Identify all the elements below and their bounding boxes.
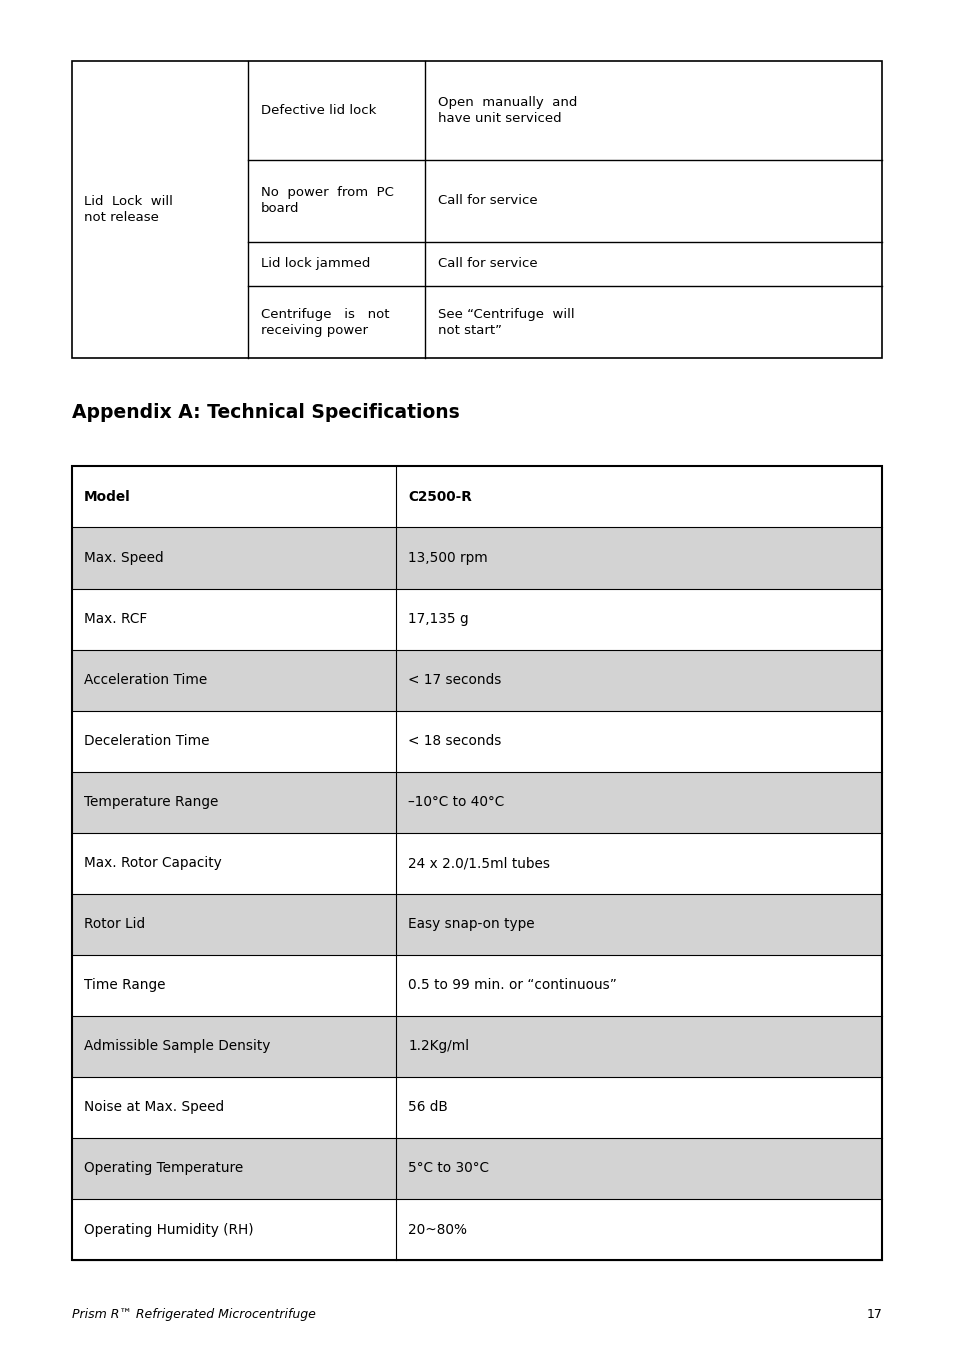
Text: 20~80%: 20~80% [408, 1222, 467, 1237]
Text: Acceleration Time: Acceleration Time [84, 673, 207, 687]
Text: Call for service: Call for service [437, 195, 537, 207]
Text: Centrifuge   is   not: Centrifuge is not [260, 307, 389, 320]
Bar [71, 1199, 882, 1260]
Bar [71, 1138, 882, 1199]
Text: Open  manually  and: Open manually and [437, 96, 577, 108]
Text: C2500-R: C2500-R [408, 489, 472, 504]
Text: Max. RCF: Max. RCF [84, 612, 147, 626]
Bar [71, 1015, 882, 1078]
Text: Defective lid lock: Defective lid lock [260, 104, 375, 116]
Text: Operating Temperature: Operating Temperature [84, 1161, 243, 1175]
Text: 1.2Kg/ml: 1.2Kg/ml [408, 1040, 469, 1053]
Text: 24 x 2.0/1.5ml tubes: 24 x 2.0/1.5ml tubes [408, 856, 550, 871]
Text: receiving power: receiving power [260, 323, 367, 337]
Text: 0.5 to 99 min. or “continuous”: 0.5 to 99 min. or “continuous” [408, 979, 617, 992]
Text: board: board [260, 203, 299, 215]
Text: 17: 17 [865, 1307, 882, 1321]
Text: 56 dB: 56 dB [408, 1101, 448, 1114]
Bar [71, 649, 882, 711]
Text: Deceleration Time: Deceleration Time [84, 734, 210, 748]
Bar [71, 955, 882, 1015]
Text: See “Centrifuge  will: See “Centrifuge will [437, 307, 574, 320]
Bar [71, 527, 882, 588]
Text: Max. Speed: Max. Speed [84, 552, 163, 565]
Text: No  power  from  PC: No power from PC [260, 187, 394, 199]
Bar [71, 894, 882, 955]
Text: Prism R™ Refrigerated Microcentrifuge: Prism R™ Refrigerated Microcentrifuge [71, 1307, 315, 1321]
Text: 17,135 g: 17,135 g [408, 612, 469, 626]
Text: Appendix A: Technical Specifications: Appendix A: Technical Specifications [71, 403, 458, 422]
Text: Lid  Lock  will: Lid Lock will [84, 195, 172, 208]
Text: Operating Humidity (RH): Operating Humidity (RH) [84, 1222, 253, 1237]
Text: Easy snap-on type: Easy snap-on type [408, 917, 535, 932]
Bar [71, 61, 882, 358]
Text: Lid lock jammed: Lid lock jammed [260, 257, 370, 270]
Text: Temperature Range: Temperature Range [84, 795, 218, 810]
Text: –10°C to 40°C: –10°C to 40°C [408, 795, 504, 810]
Bar [71, 1078, 882, 1138]
Bar [71, 833, 882, 894]
Text: 5°C to 30°C: 5°C to 30°C [408, 1161, 489, 1175]
Bar [71, 588, 882, 649]
Bar [71, 772, 882, 833]
Text: < 18 seconds: < 18 seconds [408, 734, 501, 748]
Text: have unit serviced: have unit serviced [437, 112, 560, 124]
Text: 13,500 rpm: 13,500 rpm [408, 552, 488, 565]
Text: Model: Model [84, 489, 131, 504]
Bar [71, 466, 882, 527]
Text: not release: not release [84, 211, 158, 224]
Text: Time Range: Time Range [84, 979, 165, 992]
Text: Noise at Max. Speed: Noise at Max. Speed [84, 1101, 224, 1114]
Text: < 17 seconds: < 17 seconds [408, 673, 501, 687]
Text: Call for service: Call for service [437, 257, 537, 270]
Text: Admissible Sample Density: Admissible Sample Density [84, 1040, 270, 1053]
Text: Rotor Lid: Rotor Lid [84, 917, 145, 932]
Bar [71, 711, 882, 772]
Text: not start”: not start” [437, 323, 501, 337]
Bar [71, 466, 882, 1260]
Text: Max. Rotor Capacity: Max. Rotor Capacity [84, 856, 221, 871]
